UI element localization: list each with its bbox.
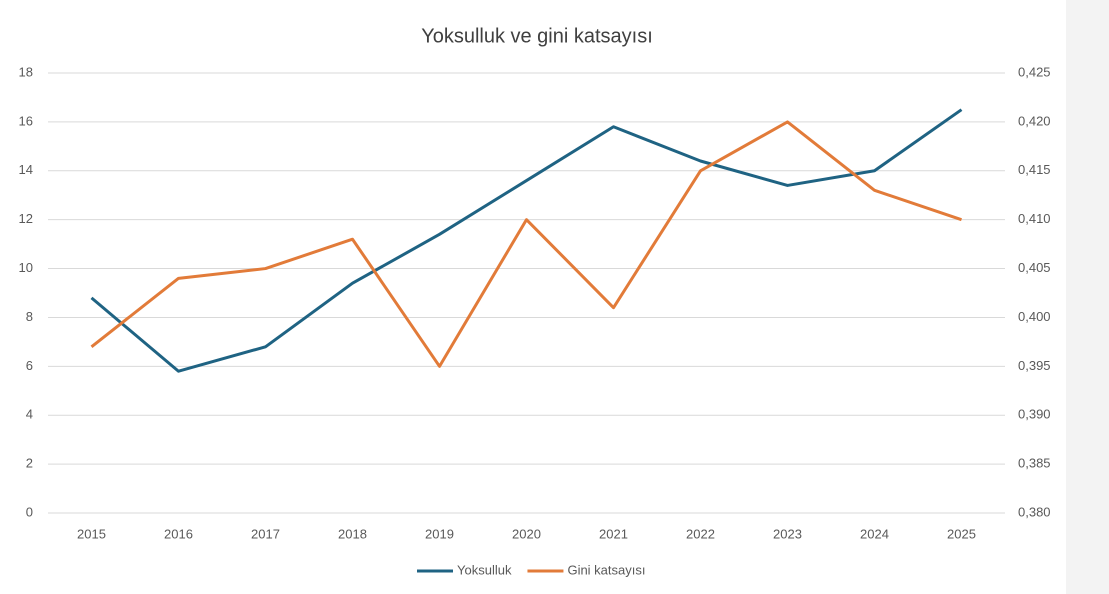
series-line [90, 108, 963, 373]
y-tick-label: 2 [26, 456, 33, 471]
x-tick-label: 2018 [338, 526, 367, 541]
y-tick-label: 0 [26, 504, 33, 519]
y2-tick-label: 0,410 [1018, 211, 1051, 226]
y2-tick-label: 0,405 [1018, 260, 1051, 275]
y-tick-label: 10 [19, 260, 33, 275]
chart-background [0, 0, 1066, 594]
x-tick-label: 2016 [164, 526, 193, 541]
chart-title: Yoksulluk ve gini katsayısı [421, 25, 653, 47]
y2-tick-label: 0,420 [1018, 113, 1051, 128]
legend-label: Gini katsayısı [567, 562, 645, 577]
y2-tick-label: 0,385 [1018, 456, 1051, 471]
y2-tick-label: 0,400 [1018, 309, 1051, 324]
x-tick-label: 2024 [860, 526, 889, 541]
x-tick-label: 2022 [686, 526, 715, 541]
y-tick-label: 4 [26, 407, 33, 422]
y-tick-label: 8 [26, 309, 33, 324]
x-tick-label: 2020 [512, 526, 541, 541]
y2-tick-label: 0,395 [1018, 358, 1051, 373]
y2-tick-label: 0,390 [1018, 407, 1051, 422]
y-tick-label: 12 [19, 211, 33, 226]
x-tick-label: 2015 [77, 526, 106, 541]
x-tick-label: 2019 [425, 526, 454, 541]
legend-label: Yoksulluk [457, 562, 512, 577]
x-tick-label: 2021 [599, 526, 628, 541]
y2-tick-label: 0,415 [1018, 162, 1051, 177]
x-tick-label: 2017 [251, 526, 280, 541]
x-tick-label: 2023 [773, 526, 802, 541]
y2-tick-label: 0,380 [1018, 504, 1051, 519]
x-tick-label: 2025 [947, 526, 976, 541]
y2-tick-label: 0,425 [1018, 64, 1051, 79]
y-tick-label: 18 [19, 64, 33, 79]
y-tick-label: 6 [26, 358, 33, 373]
y-tick-label: 16 [19, 113, 33, 128]
series-line [90, 120, 962, 368]
y-tick-label: 14 [19, 162, 33, 177]
